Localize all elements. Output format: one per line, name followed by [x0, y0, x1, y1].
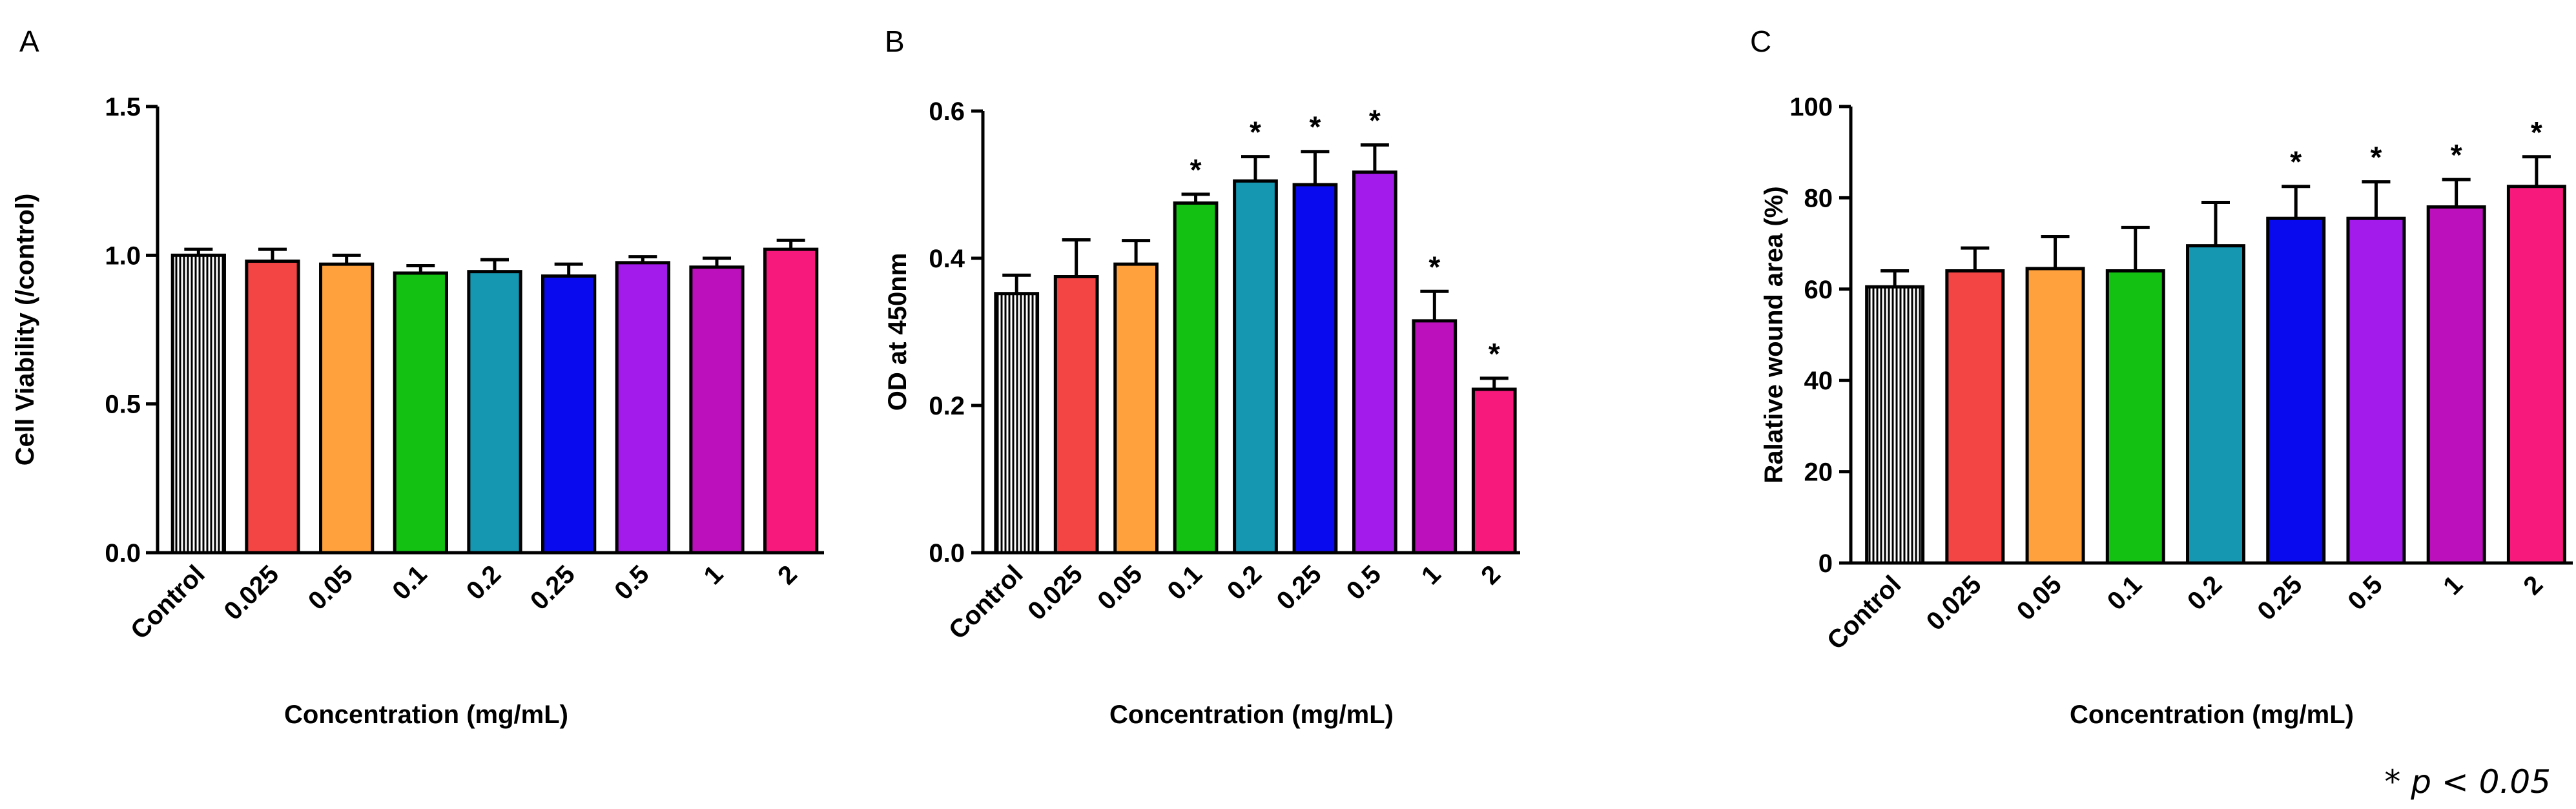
bar-Control [170, 253, 226, 555]
x-tick-label: 0.1 [1162, 560, 1207, 605]
bar-0-1 [1173, 201, 1219, 555]
x-tick-label: 0.5 [609, 560, 654, 605]
bar-0-5 [615, 261, 670, 555]
bar-0-025 [1053, 275, 1099, 555]
y-tick-label: 0.4 [929, 245, 965, 273]
significance-star: * [1489, 337, 1500, 371]
x-tick-label: 2 [2518, 570, 2548, 600]
y-tick-label: 80 [1804, 184, 1833, 212]
y-tick-label: 40 [1804, 367, 1833, 395]
bar-0-25 [1292, 183, 1338, 555]
significance-star: * [1190, 153, 1202, 187]
y-tick-label: 0 [1819, 549, 1833, 578]
x-tick-label: 0.25 [1272, 560, 1327, 615]
y-tick-label: 0.0 [929, 539, 965, 568]
x-tick-label: 1 [699, 560, 729, 590]
y-axis-title: Ralative wound area (%) [1760, 186, 1788, 483]
y-tick-label: 0.5 [105, 391, 141, 419]
x-axis-title: Concentration (mg/mL) [2070, 701, 2354, 729]
panel-letter-b: B [885, 25, 905, 58]
x-axis-title: Concentration (mg/mL) [284, 701, 568, 729]
x-tick-label: 0.2 [461, 560, 506, 605]
bar-0-25 [2266, 216, 2326, 565]
bar-1 [2426, 205, 2486, 565]
x-tick-label: 0.25 [2252, 570, 2307, 626]
panel-letter-c: C [1750, 25, 1771, 58]
x-tick-label: 0.5 [1341, 560, 1386, 605]
x-tick-label: 0.25 [525, 560, 581, 615]
x-tick-label: 0.1 [2102, 570, 2147, 615]
bar-0-5 [2346, 216, 2406, 565]
bar-0-2 [2186, 244, 2245, 565]
bar-0-05 [319, 262, 375, 555]
bar-2 [2506, 185, 2566, 565]
x-tick-label: 2 [772, 560, 803, 590]
bar-0-2 [467, 270, 522, 555]
x-tick-label: 2 [1476, 560, 1506, 590]
bar-1 [689, 265, 745, 555]
x-tick-label: 0.2 [2182, 570, 2227, 615]
bar-0-05 [2025, 267, 2085, 565]
y-tick-label: 60 [1804, 276, 1833, 304]
y-axis-title: OD at 450nm [883, 253, 912, 411]
bar-0-025 [245, 260, 300, 555]
significance-star: * [1369, 103, 1381, 137]
x-tick-label: Control [125, 560, 211, 645]
chart-panel-a: 0.0 0.5 1.0 1.5 Control 0.025 0.05 0.1 0.2 0.25 0.… [11, 93, 824, 729]
x-tick-label: 1 [1416, 560, 1447, 590]
y-tick-label: 100 [1789, 93, 1833, 121]
significance-star: * [2370, 141, 2382, 174]
significance-star: * [1309, 110, 1321, 144]
significance-star: * [2531, 116, 2542, 149]
panel-letter-a: A [19, 25, 39, 58]
significance-footnote: * p < 0.05 [2384, 763, 2551, 801]
bar-0-2 [1233, 179, 1278, 555]
bar-0-1 [2105, 269, 2165, 565]
x-tick-label: 0.05 [303, 560, 358, 615]
bar-0-5 [1352, 170, 1397, 555]
significance-star: * [2290, 145, 2302, 179]
chart-panel-c: 0 20 40 60 80 100 Control 0.025 0.05 0.1 0.2 * 0.25 *… [1760, 93, 2573, 729]
bar-Control [994, 292, 1040, 555]
y-tick-label: 1.0 [105, 241, 141, 270]
x-tick-label: 1 [2438, 570, 2468, 600]
y-tick-label: 0.2 [929, 392, 965, 420]
significance-star: * [1428, 250, 1440, 283]
x-tick-label: Control [1822, 570, 1907, 655]
y-tick-label: 0.0 [105, 539, 141, 568]
bar-0-05 [1113, 262, 1159, 555]
x-tick-label: 0.5 [2342, 570, 2387, 615]
bar-1 [1412, 319, 1458, 555]
y-tick-label: 0.6 [929, 97, 965, 126]
bar-2 [763, 247, 819, 555]
significance-star: * [2451, 138, 2462, 172]
bar-2 [1471, 387, 1517, 555]
x-tick-label: 0.025 [1921, 570, 1987, 636]
y-tick-label: 20 [1804, 458, 1833, 487]
x-tick-label: 0.025 [1022, 560, 1088, 626]
y-tick-label: 1.5 [105, 93, 141, 121]
x-axis-title: Concentration (mg/mL) [1109, 701, 1394, 729]
bar-0-025 [1945, 269, 2005, 565]
y-axis-title: Cell Viability (/control) [11, 194, 39, 466]
x-tick-label: 0.05 [1092, 560, 1148, 615]
x-tick-label: 0.2 [1222, 560, 1267, 605]
bar-0-25 [541, 274, 597, 555]
significance-star: * [1250, 116, 1261, 149]
x-tick-label: 0.025 [218, 560, 284, 626]
bar-Control [1865, 285, 1925, 565]
x-tick-label: 0.05 [2012, 570, 2067, 626]
x-tick-label: 0.1 [387, 560, 432, 605]
bar-0-1 [393, 271, 448, 555]
x-tick-label: Control [943, 560, 1029, 645]
